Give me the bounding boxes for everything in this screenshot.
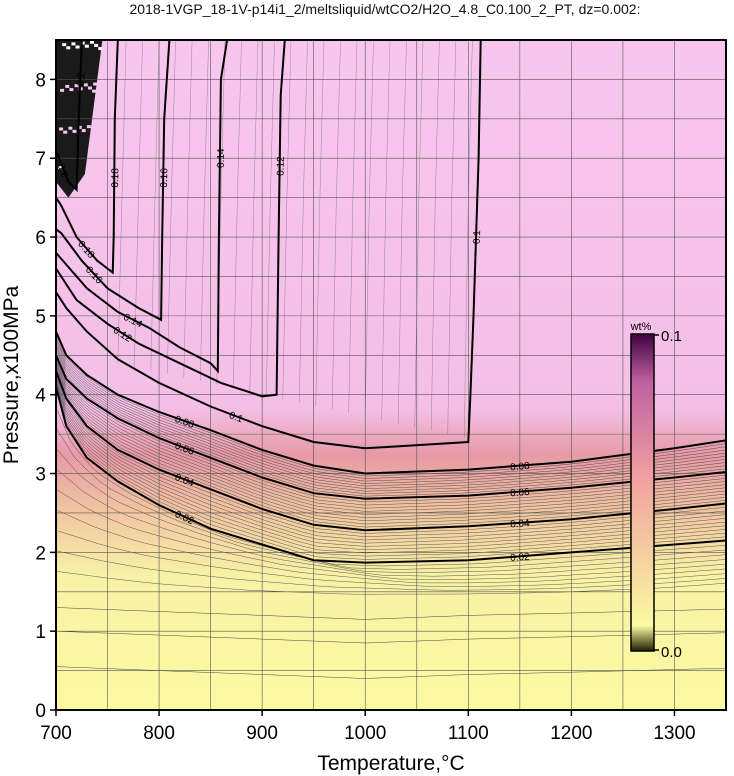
- contour-label-text: 0.08: [510, 461, 531, 473]
- contour-label-text: 0.16: [159, 168, 170, 188]
- contour-0.08: [56, 331, 726, 475]
- grid-lines: [56, 40, 726, 710]
- contour-0.02: [56, 386, 726, 564]
- contour-label-0.1: 0.1: [472, 230, 483, 245]
- corner-speckle: [81, 129, 86, 133]
- plot-background: [56, 40, 726, 710]
- corner-speckle: [68, 126, 73, 130]
- contour-label-0.2: 0.2: [76, 72, 88, 87]
- contour-0.1: [56, 40, 482, 450]
- contour-label-text: 0.12: [276, 156, 287, 176]
- plot-frame: [55, 39, 727, 711]
- y-tick-label: 6: [35, 228, 46, 249]
- contour-label-0.1: 0.1: [227, 410, 244, 425]
- corner-speckle: [93, 82, 98, 86]
- contour-label-0.2: 0.2: [55, 162, 70, 179]
- contour-label-0.06: 0.06: [510, 487, 531, 499]
- corner-speckle: [71, 42, 76, 46]
- corner-speckle: [97, 85, 102, 89]
- x-tick-label: 900: [246, 723, 278, 744]
- y-tick-label: 3: [35, 465, 46, 486]
- corner-speckle: [94, 43, 99, 47]
- contour-label-0.02: 0.02: [510, 552, 531, 564]
- x-axis: 700 800 900 1000 1100 1200 1300: [40, 710, 696, 744]
- colorbar: 0.1 0.0 wt%: [630, 321, 682, 661]
- colorbar-title: wt%: [630, 321, 652, 333]
- contour-0.2: [56, 40, 83, 193]
- y-tick-label: 1: [35, 622, 46, 643]
- corner-speckle: [58, 166, 63, 170]
- y-tick-label: 4: [35, 386, 46, 407]
- contour-0.04: [56, 370, 726, 532]
- corner-speckle: [69, 88, 74, 92]
- corner-speckle: [95, 131, 100, 135]
- minor-contour: [56, 489, 726, 580]
- x-tick-label: 1200: [550, 723, 592, 744]
- corner-speckle: [87, 86, 92, 90]
- minor-contour: [56, 427, 726, 570]
- contour-0.14: [56, 40, 229, 374]
- x-tick-label: 1100: [448, 723, 489, 744]
- minor-contour: [56, 468, 726, 577]
- corner-speckle: [83, 83, 88, 87]
- major-contours: [56, 40, 726, 564]
- chart-title: 2018-1VGP_18-1V-p14i1_2/meltsliquid/wtCO…: [130, 1, 641, 17]
- contour-label-text: 0.18: [110, 168, 121, 188]
- x-tick-label: 700: [40, 723, 72, 744]
- contour-label-text: 0.04: [510, 518, 531, 530]
- minor-contour: [56, 448, 726, 574]
- corner-speckle: [80, 41, 85, 45]
- contour-label-0.16: 0.16: [159, 168, 170, 188]
- colorbar-min-label: 0.0: [661, 644, 682, 661]
- corner-speckle: [65, 84, 70, 88]
- contour-label-text: 0.1: [472, 230, 483, 245]
- x-tick-label: 1000: [344, 723, 386, 744]
- corner-speckle: [77, 125, 82, 129]
- y-tick-label: 8: [35, 70, 46, 91]
- y-axis: 0 1 2 3 4 5 6 7 8: [35, 70, 56, 722]
- contour-label-0.12: 0.12: [276, 156, 287, 176]
- contour-label-text: 0.2: [55, 162, 70, 179]
- colorbar-scale: [630, 333, 655, 652]
- y-tick-label: 0: [35, 701, 46, 722]
- corner-speckle: [74, 84, 79, 88]
- y-axis-label: Pressure,x100MPa: [0, 285, 23, 464]
- contour-label-text: 0.1: [227, 410, 244, 425]
- corner-speckle: [96, 124, 101, 128]
- corner-speckle: [72, 129, 77, 133]
- contour-label-0.04: 0.04: [510, 518, 531, 530]
- corner-speckle: [98, 47, 103, 51]
- contour-0.16: [56, 40, 171, 322]
- corner-speckle: [90, 40, 95, 44]
- corner-speckle: [63, 130, 68, 134]
- contour-label-0.14: 0.14: [216, 148, 227, 168]
- contour-0.18: [56, 40, 119, 275]
- contour-0.12: [56, 40, 286, 398]
- x-tick-label: 1300: [653, 723, 695, 744]
- corner-speckle: [59, 127, 64, 131]
- corner-speckle: [86, 125, 91, 129]
- x-axis-label: Temperature,°C: [317, 752, 464, 775]
- contour-0.06: [56, 354, 726, 500]
- contour-label-text: 0.06: [510, 487, 531, 499]
- corner-speckle: [66, 46, 71, 50]
- contour-label-0.08: 0.08: [510, 461, 531, 473]
- y-tick-label: 2: [35, 543, 46, 564]
- corner-speckle: [92, 89, 97, 93]
- colorbar-max-label: 0.1: [661, 328, 682, 345]
- y-tick-label: 5: [35, 307, 46, 328]
- corner-speckle: [84, 44, 89, 48]
- contour-label-text: 0.02: [510, 552, 531, 564]
- contour-label-text: 0.14: [216, 148, 227, 168]
- y-tick-label: 7: [35, 149, 46, 170]
- contour-label-0.18: 0.18: [110, 168, 121, 188]
- contour-label-text: 0.2: [76, 72, 88, 87]
- corner-speckle: [60, 88, 65, 92]
- x-tick-label: 800: [143, 723, 175, 744]
- corner-speckle: [91, 128, 96, 132]
- corner-speckle: [62, 43, 67, 47]
- corner-speckle: [75, 45, 80, 49]
